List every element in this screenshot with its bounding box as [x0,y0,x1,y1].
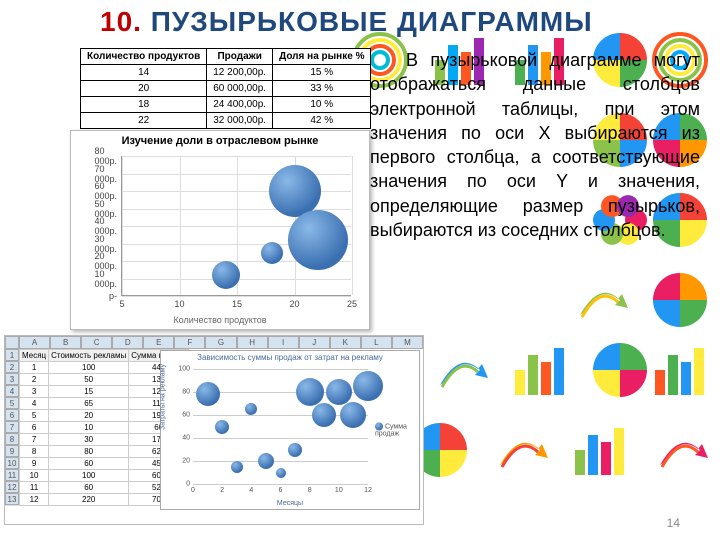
table-header: Количество продуктов [81,49,207,65]
chart2-bubble [245,403,257,415]
table-row: 1824 400,00р.10 % [81,97,371,113]
body-text-content: В пузырьковой диаграмме могут отображать… [370,50,700,240]
chart1-plot-area: р-10 000р.20 000р.30 000р.40 000р.50 000… [121,156,351,296]
chart2-bubble [312,403,336,427]
legend-swatch-icon [375,423,383,431]
spreadsheet-column-headers: ABCDEFGHIJKLM [5,336,423,349]
chart2-bubble [353,371,383,401]
title-text: ПУЗЫРЬКОВЫЕ ДИАГРАММЫ [151,6,593,37]
title-number: 10. [100,6,142,37]
table-row: 2232 000,00р.42 % [81,113,371,129]
table-header: Продажи [207,49,273,65]
page-number: 14 [667,516,680,530]
table-header: Доля на рынке % [273,49,371,65]
chart2-title: Зависимость суммы продаж от затрат на ре… [161,351,419,364]
chart1-xlabel: Количество продуктов [71,315,369,325]
bubble-data-table: Количество продуктовПродажиДоля на рынке… [80,48,371,129]
chart2-xlabel: Месяцы [161,500,419,507]
chart2-bubble [326,379,352,405]
chart2-ylabel: Затраты на рекламу [160,364,167,430]
chart2-bubble [276,468,286,478]
chart1-bubble [288,210,348,270]
chart2-bubble [215,420,229,434]
chart2-bubble [196,382,220,406]
spreadsheet-row-numbers: 12345678910111213 [5,349,19,506]
chart2-bubble [296,378,324,406]
chart1-bubble [212,261,240,289]
chart2-bubble [258,453,274,469]
chart1-bubble [261,242,283,264]
table-row: 2060 000,00р.33 % [81,81,371,97]
chart2-bubble [288,443,302,457]
body-paragraph: В пузырьковой диаграмме могут отображать… [370,48,700,242]
chart2-bubble [231,461,243,473]
bubble-chart-market-share: Изучение доли в отраслевом рынке р-10 00… [70,130,370,330]
chart2-plot-area: 020406080100024681012 [193,369,368,484]
spreadsheet-panel: ABCDEFGHIJKLM 12345678910111213 МесяцСто… [4,335,424,525]
chart2-bubble [340,402,366,428]
chart2-legend: Сумма продаж [375,423,417,438]
chart1-bubble [269,165,321,217]
table-row: 1412 200,00р.15 % [81,65,371,81]
slide-title: 10. ПУЗЫРЬКОВЫЕ ДИАГРАММЫ [100,6,593,38]
bubble-chart-ad-sales: Зависимость суммы продаж от затрат на ре… [160,350,420,510]
